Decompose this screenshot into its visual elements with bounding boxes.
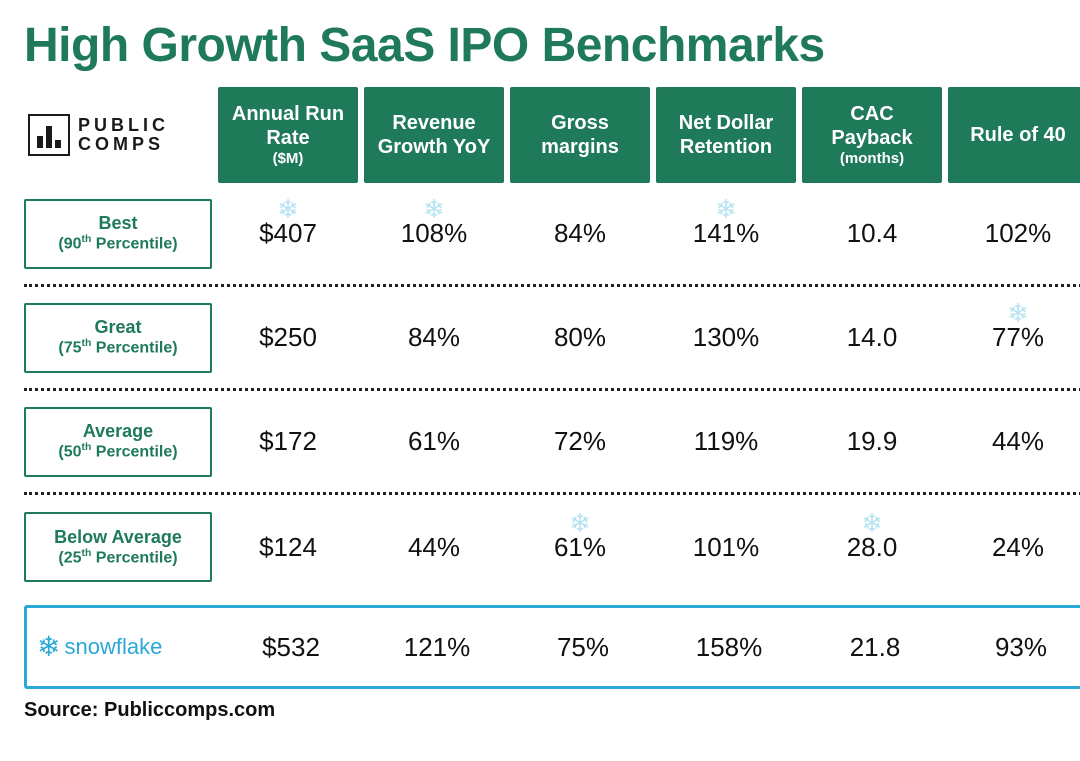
col-sublabel: ($M)	[273, 150, 304, 168]
table-cell: 14.0	[802, 322, 942, 353]
row-label-main: Best	[98, 213, 137, 234]
snowflake-val-1: 121%	[367, 632, 507, 663]
table-cell: 72%	[510, 426, 650, 457]
col-net-dollar-retention: Net Dollar Retention	[656, 87, 796, 183]
snowflake-name: snowflake	[64, 634, 162, 660]
table-cell: $407❄	[218, 218, 358, 249]
row-label: Best(90th Percentile)	[24, 199, 212, 269]
snowflake-marker-icon: ❄	[423, 196, 445, 222]
row-label-main: Great	[94, 317, 141, 338]
table-cell: 61%❄	[510, 532, 650, 563]
col-gross-margins: Gross margins	[510, 87, 650, 183]
snowflake-val-4: 21.8	[805, 632, 945, 663]
table-cell: 44%	[948, 426, 1080, 457]
table-cell: 44%	[364, 532, 504, 563]
snowflake-marker-icon: ❄	[715, 196, 737, 222]
benchmark-table: PUBLIC COMPS Annual Run Rate ($M) Revenu…	[24, 87, 1056, 689]
snowflake-marker-icon: ❄	[569, 510, 591, 536]
col-label: Annual Run Rate	[224, 102, 352, 150]
snowflake-marker-icon: ❄	[861, 510, 883, 536]
table-cell: 84%	[364, 322, 504, 353]
snowflake-label: ❄ snowflake	[27, 633, 215, 661]
table-cell: 119%	[656, 426, 796, 457]
logo-cell: PUBLIC COMPS	[24, 87, 212, 183]
snowflake-icon: ❄	[37, 633, 60, 661]
table-cell: $172	[218, 426, 358, 457]
col-annual-run-rate: Annual Run Rate ($M)	[218, 87, 358, 183]
table-cell: 102%	[948, 218, 1080, 249]
table-row: Best(90th Percentile)$407❄108%❄84%141%❄1…	[24, 183, 1080, 287]
logo-line2: COMPS	[78, 135, 169, 154]
table-cell: 10.4	[802, 218, 942, 249]
col-label: CAC Payback	[808, 102, 936, 150]
table-cell: 77%❄	[948, 322, 1080, 353]
row-label-main: Below Average	[54, 527, 182, 548]
table-cell: 130%	[656, 322, 796, 353]
col-label: Revenue Growth YoY	[370, 111, 498, 159]
table-cell: 141%❄	[656, 218, 796, 249]
col-label: Rule of 40	[970, 123, 1066, 147]
row-label-sub: (75th Percentile)	[58, 338, 177, 357]
table-row: Below Average(25th Percentile)$12444%61%…	[24, 495, 1080, 599]
logo-line1: PUBLIC	[78, 116, 169, 135]
row-label: Average(50th Percentile)	[24, 407, 212, 477]
col-label: Gross margins	[516, 111, 644, 159]
table-cell: 80%	[510, 322, 650, 353]
snowflake-row: ❄ snowflake $532 121% 75% 158% 21.8 93%	[24, 605, 1080, 689]
snowflake-val-0: $532	[221, 632, 361, 663]
table-cell: 24%	[948, 532, 1080, 563]
table-cell: 61%	[364, 426, 504, 457]
snowflake-val-2: 75%	[513, 632, 653, 663]
snowflake-marker-icon: ❄	[277, 196, 299, 222]
publiccomps-logo: PUBLIC COMPS	[28, 114, 169, 156]
table-cell: 28.0❄	[802, 532, 942, 563]
col-label: Net Dollar Retention	[662, 111, 790, 159]
table-cell: 101%	[656, 532, 796, 563]
snowflake-marker-icon: ❄	[1007, 300, 1029, 326]
row-label-sub: (25th Percentile)	[58, 548, 177, 567]
table-row: Average(50th Percentile)$17261%72%119%19…	[24, 391, 1080, 495]
col-revenue-growth: Revenue Growth YoY	[364, 87, 504, 183]
row-label-sub: (90th Percentile)	[58, 234, 177, 253]
row-label: Below Average(25th Percentile)	[24, 512, 212, 582]
col-sublabel: (months)	[840, 150, 904, 168]
col-rule-of-40: Rule of 40	[948, 87, 1080, 183]
table-row: Great(75th Percentile)$25084%80%130%14.0…	[24, 287, 1080, 391]
table-cell: $250	[218, 322, 358, 353]
page-title: High Growth SaaS IPO Benchmarks	[24, 18, 1056, 73]
snowflake-val-5: 93%	[951, 632, 1080, 663]
row-label-main: Average	[83, 421, 153, 442]
snowflake-val-3: 158%	[659, 632, 799, 663]
row-label: Great(75th Percentile)	[24, 303, 212, 373]
row-label-sub: (50th Percentile)	[58, 442, 177, 461]
col-cac-payback: CAC Payback (months)	[802, 87, 942, 183]
bar-chart-icon	[28, 114, 70, 156]
table-cell: 84%	[510, 218, 650, 249]
table-cell: 108%❄	[364, 218, 504, 249]
source-line: Source: Publiccomps.com	[24, 699, 1056, 722]
table-cell: $124	[218, 532, 358, 563]
table-cell: 19.9	[802, 426, 942, 457]
